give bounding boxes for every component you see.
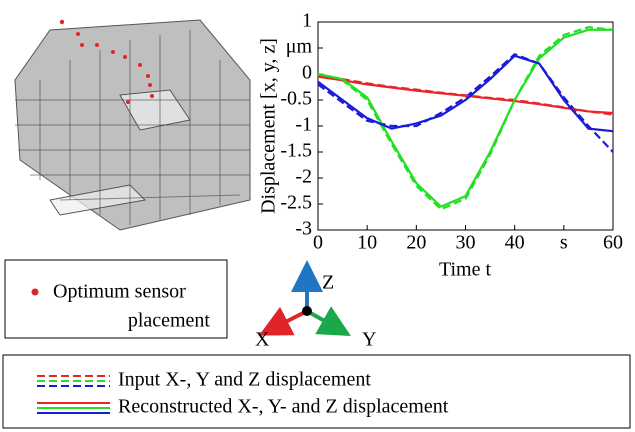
x-tick-label: 10 — [357, 232, 377, 254]
y-tick-label: -3 — [295, 218, 312, 240]
legend-label: Reconstructed X-, Y- and Z displacement — [118, 396, 449, 418]
sensor-legend-text: placement — [128, 310, 211, 332]
x-tick-label: 60 — [603, 232, 623, 254]
y-tick-label: 0 — [302, 62, 312, 84]
y-tick-label: -0.5 — [280, 88, 312, 110]
y-tick-label: -2 — [295, 166, 312, 188]
y-tick-label: -1 — [295, 114, 312, 136]
y-tick-label: μm — [286, 36, 313, 58]
figure: 1μm0-0.5-1-1.5-2-2.5-3010203040s60 Displ… — [0, 0, 635, 432]
sensor-marker — [32, 289, 39, 296]
lattice-render — [15, 20, 250, 230]
x-tick-label: 0 — [313, 232, 323, 254]
x-tick-label: 40 — [505, 232, 525, 254]
series-line — [318, 54, 613, 152]
triad-label: Y — [362, 329, 376, 351]
triad-label: X — [255, 329, 270, 351]
sensor-legend-text: Optimum sensor — [53, 281, 186, 303]
x-tick-label: 20 — [406, 232, 426, 254]
y-tick-label: -1.5 — [280, 140, 312, 162]
legend-label: Input X-, Y and Z displacement — [118, 369, 371, 391]
triad-label: Z — [322, 272, 334, 294]
y-tick-label: 1 — [302, 10, 312, 32]
x-tick-label: s — [560, 232, 568, 254]
x-axis-label: Time t — [439, 259, 492, 281]
x-tick-label: 30 — [456, 232, 476, 254]
y-axis-label: Displacement [x, y, z] — [258, 38, 280, 214]
y-tick-label: -2.5 — [280, 192, 312, 214]
